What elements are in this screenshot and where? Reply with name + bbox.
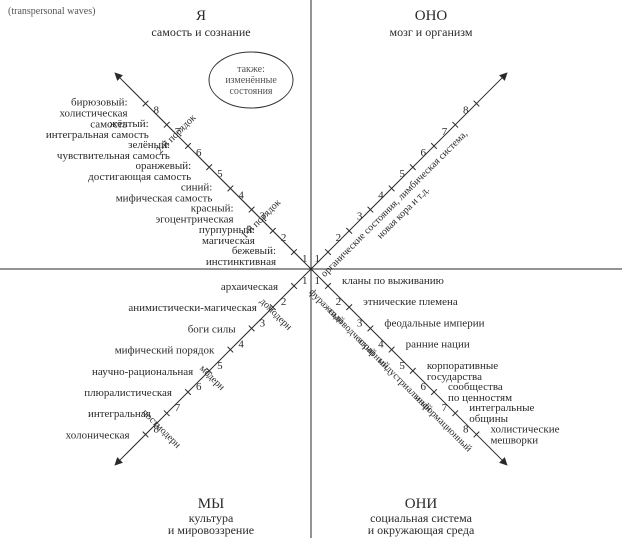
tick-num: 2 [336,296,342,308]
also-text: также:изменённыесостояния [225,64,277,97]
transpersonal-note: (transpersonal waves) [8,6,95,17]
tick-num: 5 [217,360,223,372]
tick-num: 7 [442,126,448,138]
ll-item-8: холоническая [66,429,130,441]
tick-num: 1 [314,253,320,265]
ll-item-6: плюралистическая [84,387,172,399]
ur-sub: мозг и организм [390,25,473,39]
ll-item-2: анимистически-магическая [128,302,256,314]
tick-num: 6 [421,147,427,159]
tick-num: 1 [314,275,320,287]
tick-num: 8 [463,423,469,435]
ul-item-1: бежевый:инстинктивная [206,245,276,268]
ul-title: Я [196,8,206,24]
tick-num: 4 [238,339,244,351]
ll-item-4: мифический порядок [115,345,215,357]
ll-item-1: архаическая [221,281,278,293]
ll-item-5: научно-рациональная [92,366,193,378]
ul-item-5: оранжевый:достигающая самость [88,160,191,183]
lr-sub: социальная системаи окружающая среда [368,511,475,537]
tick-num: 1 [302,275,308,287]
tick-num: 5 [399,168,405,180]
ur-title: ОНО [415,8,448,24]
tick-num: 2 [336,232,342,244]
lr-item-2: этнические племена [363,296,458,308]
tick-num: 3 [260,317,266,329]
tick-num: 8 [463,105,469,117]
tick-num: 3 [357,317,363,329]
lr-item-6: сообществапо ценностям [448,381,512,404]
tick-num: 7 [442,402,448,414]
tick-num: 4 [378,189,384,201]
lr-item-5: корпоративныегосударства [427,360,498,383]
tick-num: 7 [175,402,181,414]
tick-num: 4 [378,339,384,351]
lr-item-4: ранние нации [406,339,470,351]
ul-sub: самость и сознание [151,25,250,39]
ll-sub: культураи мировоззрение [168,511,254,537]
tick-num: 6 [196,381,202,393]
lr-item-1: кланы по выживанию [342,275,444,287]
ul-item-6: зелёный:чувствительная самость [57,139,170,162]
lr-item-3: феодальные империи [384,317,484,329]
lr-item-7: интегральныеобщины [469,402,534,425]
ul-item-3: красный:эгоцентрическая [155,203,233,226]
ul-item-8: бирюзовый:холистическаясамость [59,97,127,131]
four-quadrant-diagram: 12345678123456781234567812345678Ясамость… [0,0,622,538]
ur-axis-label-1: органические состояния, лимбическая сист… [319,129,470,280]
lr-title: ОНИ [405,496,438,512]
lr-item-8: холистическиемешворки [490,423,559,446]
tick-num: 3 [357,211,363,223]
ul-item-4: синий:мифическая самость [116,181,213,204]
ll-title: МЫ [198,496,224,512]
tick-num: 5 [399,360,405,372]
tick-num: 1 [302,253,308,265]
tick-num: 2 [281,296,287,308]
tick-num: 6 [421,381,427,393]
ll-item-3: боги силы [188,323,237,335]
